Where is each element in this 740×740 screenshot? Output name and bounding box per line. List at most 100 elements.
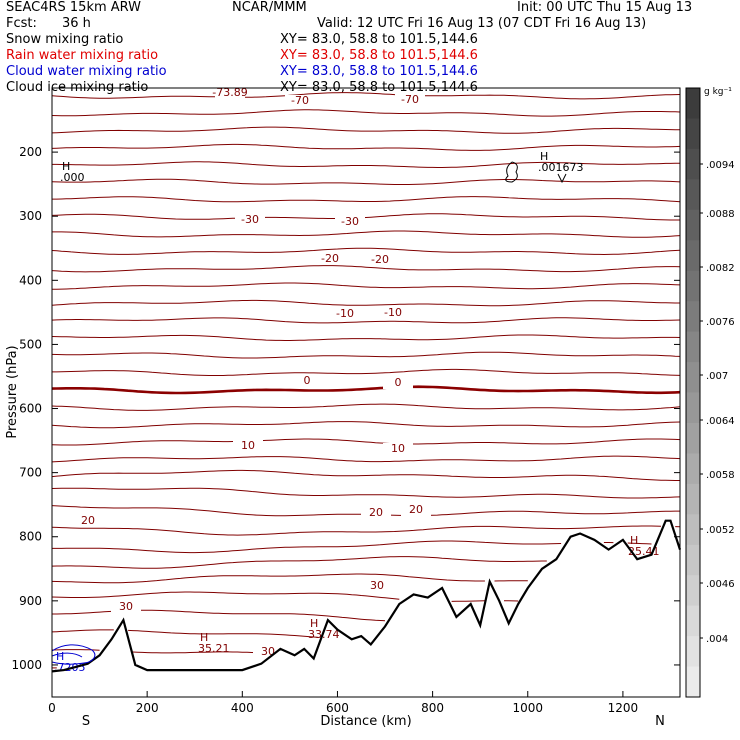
y-tick-label: 300: [19, 209, 42, 223]
forecast-hours: 36 h: [62, 16, 91, 31]
contour-label-bg: [401, 504, 431, 516]
colorbar-swatch: [686, 88, 700, 119]
temperature-contour: [51, 143, 681, 151]
contour-label-bg: [383, 443, 413, 455]
temperature-contour: [51, 265, 681, 273]
temperature-contour: [52, 161, 680, 168]
field-snow-name: Snow mixing ratio: [6, 32, 124, 47]
contour-label: 20: [81, 514, 95, 527]
contour-label-bg: [111, 601, 141, 613]
field-cloudwater-xy: XY= 83.0, 58.8 to 101.5,144.6: [280, 64, 478, 79]
freezing-level-contour: [51, 385, 681, 395]
x-axis-label: Distance (km): [320, 714, 411, 729]
contour-label-bg: [383, 377, 413, 389]
contour-label: 0: [395, 376, 402, 389]
contour-label-bg: [335, 216, 365, 228]
colorbar-swatch: [686, 422, 700, 454]
extrema-mark: H: [630, 534, 638, 547]
temperature-contour: [51, 92, 681, 100]
colorbar-swatch: [686, 605, 700, 637]
temperature-contour: [51, 455, 681, 463]
contour-label: 20: [369, 506, 383, 519]
contour-label: -20: [371, 253, 389, 266]
temperature-contour: [51, 299, 680, 307]
cloud-water-line: [51, 644, 96, 665]
temperature-contour: [51, 247, 681, 256]
colorbar-swatch: [686, 514, 700, 546]
temperature-contour: [51, 317, 681, 324]
colorbar: g kg⁻¹ .004 .0046 .0052 .0058 .0064 .007 .0076.…: [685, 87, 735, 698]
colorbar-tick-label: .0094: [706, 160, 735, 171]
contour-label: -70: [401, 93, 419, 106]
x-tick-label: 0: [48, 701, 56, 715]
temperature-contour: [51, 334, 681, 341]
colorbar-tick-label: .0052: [706, 525, 735, 536]
init-time: Init: 00 UTC Thu 15 Aug 13: [517, 0, 693, 15]
contour-label: 10: [391, 442, 405, 455]
contour-label: -70: [291, 94, 309, 107]
extrema-mark: H: [310, 617, 318, 630]
temperature-contour: [51, 403, 681, 411]
temperature-contour: [51, 126, 680, 134]
temperature-contour: [52, 368, 681, 376]
cloud-water-line: [51, 652, 83, 658]
y-tick-label: 800: [19, 530, 42, 544]
x-tick-label: 1000: [512, 701, 543, 715]
contour-label: 30: [370, 579, 384, 592]
contour-label-bg: [215, 87, 245, 99]
contour-label: -73.89: [212, 86, 247, 99]
temperature-contour: [52, 230, 681, 238]
colorbar-swatch: [686, 666, 700, 698]
extrema-mark: H: [56, 650, 64, 663]
north-end-label: N: [655, 714, 665, 729]
contour-label: 20: [409, 503, 423, 516]
colorbar-tick-label: .0058: [706, 470, 735, 481]
colorbar-swatch: [686, 148, 700, 180]
contour-label: 10: [241, 439, 255, 452]
extrema-value: .000: [60, 171, 85, 184]
y-tick-label: 1000: [11, 658, 42, 672]
temperature-contour: [51, 556, 547, 569]
center-name: NCAR/MMM: [232, 0, 307, 15]
colorbar-swatch: [686, 118, 700, 150]
extrema-value: .001673: [538, 161, 584, 174]
temperature-contour: [51, 573, 528, 584]
south-end-label: S: [82, 714, 90, 729]
contour-label: -30: [341, 215, 359, 228]
contour-label: -10: [384, 306, 402, 319]
colorbar-swatch: [686, 636, 700, 667]
contour-label: -10: [336, 307, 354, 320]
y-tick-label: 900: [19, 594, 42, 608]
field-snow-xy: XY= 83.0, 58.8 to 101.5,144.6: [280, 32, 478, 47]
y-tick-label: 400: [19, 273, 42, 287]
colorbar-swatch: [686, 240, 700, 272]
colorbar-frame: [685, 87, 701, 698]
temperature-contour: [51, 282, 681, 290]
contour-label-bg: [378, 307, 408, 319]
contour-label-bg: [253, 646, 283, 658]
temperature-contour: [51, 438, 681, 446]
colorbar-swatch: [686, 209, 700, 241]
colorbar-swatch: [686, 331, 700, 363]
x-tick-label: 600: [326, 701, 349, 715]
contour-label: 30: [119, 600, 133, 613]
x-tick-label: 1200: [608, 701, 639, 715]
contour-label-bg: [361, 507, 391, 519]
colorbar-tick-label: .0076: [706, 317, 735, 328]
colorbar-swatch: [686, 392, 700, 424]
extrema-mark: H: [62, 160, 70, 173]
extrema-value: 33.74: [308, 628, 340, 641]
y-tick-label: 700: [19, 466, 42, 480]
contour-label: -30: [241, 213, 259, 226]
temperature-contour: [52, 196, 681, 203]
colorbar-swatch: [686, 362, 700, 393]
temperature-contour: [51, 525, 681, 536]
temperature-contour: [51, 351, 681, 359]
colorbar-tick-label: .007: [706, 371, 728, 382]
colorbar-tick-label: .0082: [706, 263, 735, 274]
x-tick-label: 800: [421, 701, 444, 715]
colorbar-swatch: [686, 179, 700, 211]
plot-frame: [51, 87, 681, 698]
colorbar-tick-label: .004: [706, 634, 728, 645]
